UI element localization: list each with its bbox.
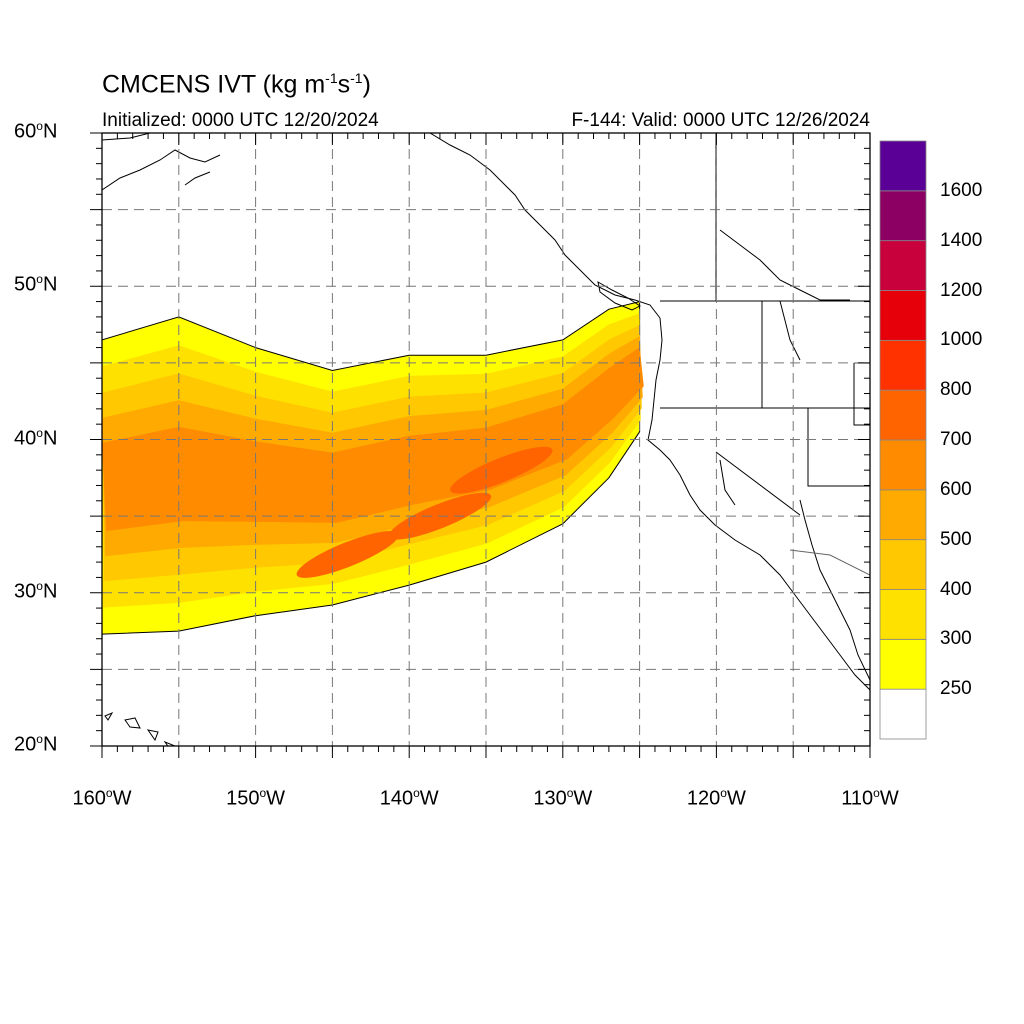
colorbar-label: 300 xyxy=(940,628,972,650)
colorbar-box xyxy=(879,688,927,740)
lon-label: 150oW xyxy=(226,786,286,810)
colorbar-box xyxy=(879,140,927,192)
colorbar-label: 600 xyxy=(940,478,972,500)
lon-label: 130oW xyxy=(533,786,593,810)
colorbar-label: 1600 xyxy=(940,179,983,201)
ivt-band-600 xyxy=(102,347,644,532)
colorbar-label: 250 xyxy=(940,678,972,700)
colorbar-label: 800 xyxy=(940,379,972,401)
lat-label: 20oN xyxy=(14,732,58,756)
colorbar xyxy=(879,140,927,740)
colorbar-label: 700 xyxy=(940,429,972,450)
grid-lines xyxy=(102,133,870,746)
ivt-core-0 xyxy=(296,531,399,578)
colorbar-label: 1400 xyxy=(940,229,983,251)
valid-time-label: F-144: Valid: 0000 UTC 12/26/2024 xyxy=(571,110,870,131)
lat-label: 30oN xyxy=(14,578,58,603)
colorbar-box xyxy=(879,290,927,341)
lat-label: 60oN xyxy=(14,119,58,143)
axis-ticks xyxy=(90,132,871,758)
colorbar-box xyxy=(879,638,927,690)
colorbar-box xyxy=(879,489,927,541)
initialized-label: Initialized: 0000 UTC 12/20/2024 xyxy=(102,110,379,131)
lat-label: 40oN xyxy=(14,425,58,450)
lat-label: 50oN xyxy=(14,272,58,296)
coastlines xyxy=(102,133,870,746)
lon-label: 120oW xyxy=(686,786,746,810)
colorbar-label: 500 xyxy=(940,528,972,550)
colorbar-box xyxy=(879,389,927,441)
colorbar-box xyxy=(879,190,927,242)
map-title: CMCENS IVT (kg m-1s-1) xyxy=(102,70,371,99)
colorbar-label: 1000 xyxy=(940,329,983,351)
colorbar-box xyxy=(879,439,927,491)
colorbar-box xyxy=(879,589,927,640)
lon-label: 110oW xyxy=(841,786,899,810)
colorbar-box xyxy=(879,339,927,391)
ivt-core-2 xyxy=(450,446,553,494)
lon-label: 140oW xyxy=(379,786,439,810)
lon-label: 160oW xyxy=(72,786,132,810)
colorbar-box xyxy=(879,539,927,590)
colorbar-label: 400 xyxy=(940,578,972,600)
colorbar-box xyxy=(879,240,927,291)
colorbar-label: 1200 xyxy=(940,279,983,301)
ivt-plume xyxy=(102,300,644,635)
